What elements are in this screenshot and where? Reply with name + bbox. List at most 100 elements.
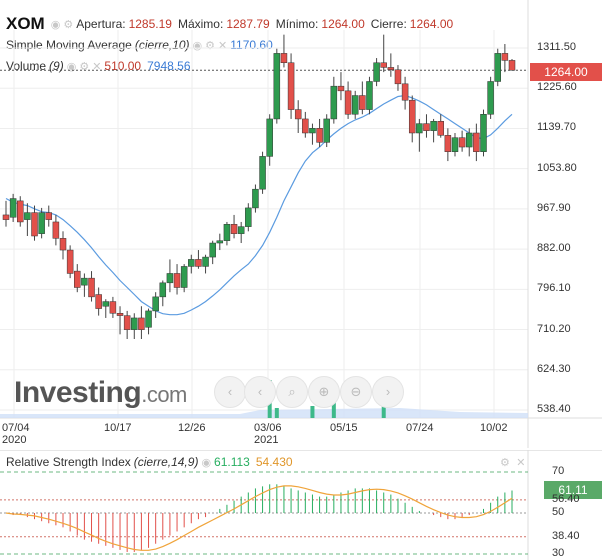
time-tick-label: 07/24 (406, 422, 434, 434)
investing-logo: Investing.com (14, 376, 187, 410)
time-tick-label: 12/26 (178, 422, 206, 434)
price-tick-label: 538.40 (537, 403, 571, 415)
candle-body (259, 156, 266, 190)
candle-body (430, 121, 437, 131)
eye-icon[interactable]: ◉ (201, 456, 212, 469)
close-icon[interactable]: ✕ (92, 60, 102, 73)
gear-icon[interactable]: ⚙ (205, 39, 216, 52)
apertura-label: Apertura: (76, 17, 126, 31)
candle-body (401, 83, 409, 101)
volume-value-2: 7948.56 (147, 59, 191, 73)
candle-body (366, 81, 373, 110)
candle-body (88, 277, 95, 298)
close-icon[interactable]: ✕ (218, 39, 228, 52)
candle-body (237, 226, 245, 234)
candle-body (337, 85, 345, 92)
price-tick-label: 1139.70 (537, 121, 576, 134)
candle-body (487, 81, 494, 115)
candle-body (2, 214, 10, 220)
candle-body (38, 212, 45, 234)
candle-body (152, 296, 159, 312)
candle-body (31, 212, 38, 237)
search-icon[interactable]: ⌕ (276, 376, 308, 408)
chevron-left-icon[interactable]: ‹ (244, 376, 276, 408)
gear-icon[interactable]: ⚙ (500, 457, 510, 469)
candle-body (252, 188, 259, 209)
candle-body (45, 212, 53, 220)
candle-body (494, 53, 501, 82)
gear-icon[interactable]: ⚙ (79, 60, 90, 73)
candle-body (302, 118, 309, 134)
zoom-out-icon[interactable]: ⊖ (340, 376, 372, 408)
time-tick-label: 07/04 2020 (2, 422, 30, 446)
rsi-tick-label: 70 (552, 465, 565, 477)
rsi-value-1: 61.113 (214, 455, 250, 469)
candle-body (330, 85, 338, 120)
rsi-value-2: 54.430 (255, 455, 293, 469)
candle-body (123, 315, 131, 330)
price-tick-label: 1311.50 (537, 41, 576, 53)
candle-body (373, 62, 380, 82)
eye-icon[interactable]: ◉ (66, 60, 77, 73)
legend-volume: Volume (9) ◉ ⚙ ✕ 510.00 7948.56 (6, 59, 197, 73)
price-tick-label: 1225.60 (537, 81, 577, 94)
candle-body (309, 128, 316, 134)
symbol-label: XOM (6, 14, 45, 33)
candle-body (273, 53, 281, 120)
candle-body (344, 90, 352, 115)
chevron-right-icon[interactable]: › (372, 376, 404, 408)
rsi-last-tag: 61.11 (544, 481, 602, 499)
close-icon[interactable]: ✕ (516, 457, 526, 469)
rsi-chart[interactable] (0, 450, 602, 560)
candle-body (444, 135, 452, 152)
legend-main: XOM ◉ ⚙ Apertura: 1285.19 Máximo: 1287.7… (6, 14, 459, 34)
candle-body (245, 207, 252, 227)
rsi-tick-label: 38.40 (552, 529, 580, 542)
volume-area (0, 408, 528, 418)
candle-body (173, 273, 181, 288)
candle-body (473, 132, 480, 152)
candle-body (195, 259, 202, 267)
candle-body (359, 95, 366, 110)
candle-body (109, 301, 117, 314)
price-tick-label: 796.10 (537, 282, 571, 295)
volume-bar (331, 396, 336, 418)
price-tick-label: 882.00 (537, 242, 571, 255)
candle-body (166, 273, 174, 284)
rsi-controls: ⚙ ✕ (500, 455, 528, 469)
candle-body (387, 67, 395, 71)
candle-body (138, 317, 145, 330)
volume-value-1: 510.00 (104, 59, 142, 73)
candle-body (480, 114, 487, 152)
candle-body (52, 221, 60, 239)
price-tick-label: 624.30 (537, 362, 571, 375)
price-chart[interactable] (0, 0, 602, 450)
candle-body (423, 123, 430, 131)
logo-suffix: .com (141, 382, 187, 407)
maximo-value: 1287.79 (226, 17, 270, 31)
candle-body (81, 277, 88, 286)
eye-icon[interactable]: ◉ (192, 39, 203, 52)
candle-body (131, 317, 138, 330)
price-tick-label: 710.20 (537, 322, 571, 335)
candle-body (202, 256, 209, 267)
candle-body (223, 224, 231, 241)
candle-body (416, 123, 423, 134)
logo-brand: Investing (14, 376, 142, 409)
gear-icon[interactable]: ⚙ (63, 18, 74, 31)
zoom-in-icon[interactable]: ⊕ (308, 376, 340, 408)
cierre-value: 1264.00 (409, 17, 454, 31)
eye-icon[interactable]: ◉ (50, 18, 61, 31)
candle-body (280, 53, 288, 63)
candle-body (508, 60, 516, 71)
candle-body (95, 294, 102, 309)
chevron-left-icon[interactable]: ‹ (214, 376, 246, 408)
candle-body (180, 266, 188, 288)
rsi-signal-line (5, 485, 513, 551)
legend-rsi: Relative Strength Index (cierre,14,9) ◉ … (6, 455, 299, 469)
volume-bar (274, 408, 279, 418)
candle-body (380, 62, 387, 68)
minimo-label: Mínimo: (275, 17, 319, 31)
volume-bar (310, 406, 315, 418)
candle-body (294, 109, 302, 120)
